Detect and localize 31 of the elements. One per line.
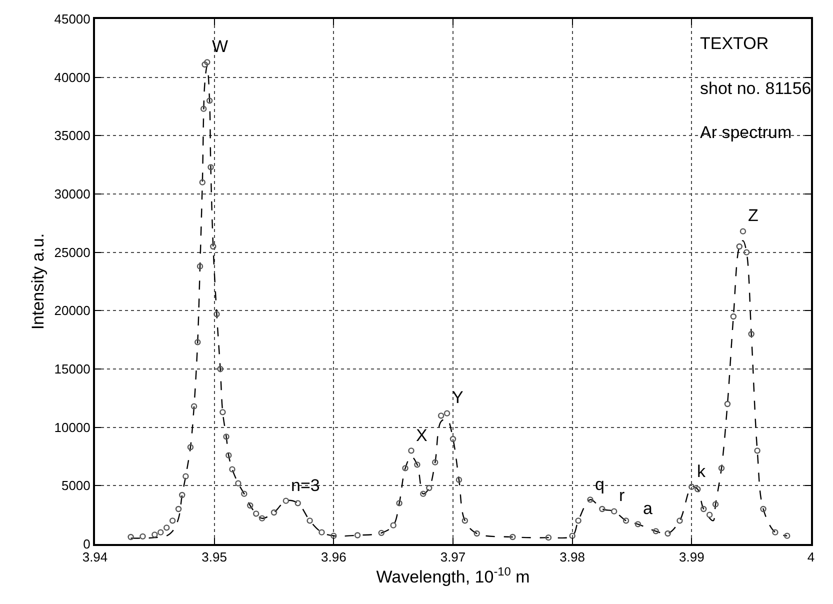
x-tick-label: 4 (807, 550, 815, 565)
annotation: r (619, 486, 625, 505)
y-tick-label: 0 (83, 536, 90, 552)
annotation: k (697, 462, 706, 481)
annotation: Z (748, 206, 758, 225)
y-tick-label: 20000 (54, 303, 90, 318)
y-tick-label: 30000 (54, 186, 90, 202)
y-tick-label: 10000 (54, 420, 90, 435)
y-tick-label: 35000 (54, 128, 90, 144)
y-tick-label: 40000 (54, 70, 90, 85)
y-tick-label: 45000 (54, 12, 90, 27)
annotation: shot no. 81156 (700, 79, 812, 98)
x-tick-label: 3.95 (202, 550, 227, 565)
x-tick-label: 3.94 (82, 550, 108, 565)
annotation: a (643, 499, 653, 518)
annotation: q (595, 475, 604, 494)
x-tick-label: 3.96 (321, 550, 346, 565)
y-axis-title: Intensity a.u. (28, 233, 48, 330)
x-tick-label: 3.98 (560, 550, 585, 565)
y-tick-label: 25000 (54, 244, 90, 260)
x-tick-label: 3.99 (679, 550, 704, 565)
x-axis-title: Wavelength, 10$^{-10}$ m (376, 564, 530, 587)
x-tick-label: 3.97 (440, 550, 466, 565)
annotation: W (212, 37, 228, 56)
y-tick-label: 15000 (54, 362, 90, 377)
annotation: Ar spectrum (700, 123, 792, 142)
annotation: X (416, 426, 428, 445)
annotation: n=3 (291, 476, 320, 495)
annotation: Y (452, 388, 464, 407)
y-tick-label: 5000 (61, 478, 90, 494)
annotation: TEXTOR (700, 34, 769, 53)
